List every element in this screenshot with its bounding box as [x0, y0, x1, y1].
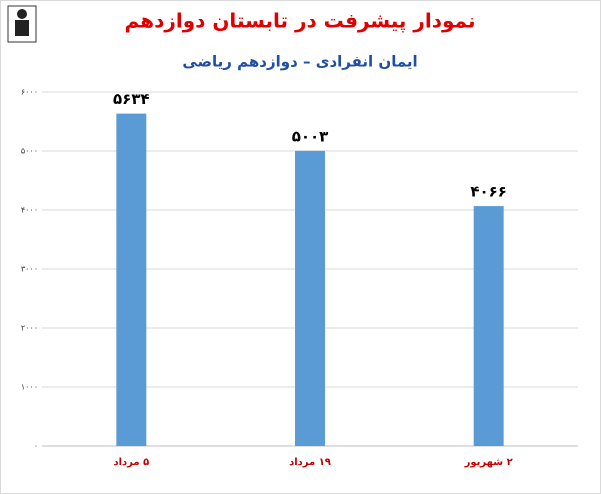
x-tick-label: ۱۹ مرداد	[289, 457, 331, 468]
x-tick-label: ۲ شهریور	[464, 457, 513, 468]
y-tick-label: ۴۰۰۰	[21, 206, 38, 215]
data-label: ۵۶۳۴	[113, 90, 150, 108]
chart-subtitle: ایمان انفرادی – دوازدهم ریاضی	[182, 53, 417, 71]
bar	[116, 113, 147, 447]
logo	[7, 5, 37, 43]
y-tick-label: ۰	[34, 442, 38, 451]
y-tick-label: ۱۰۰۰	[21, 383, 38, 392]
bar	[473, 206, 504, 446]
y-tick-label: ۲۰۰۰	[21, 324, 38, 333]
chart-title: نمودار پیشرفت در تابستان دوازدهم	[125, 9, 476, 34]
bar	[295, 150, 325, 446]
y-tick-label: ۳۰۰۰	[21, 265, 38, 274]
data-label: ۵۰۰۳	[292, 127, 329, 145]
x-tick-label: ۵ مرداد	[113, 457, 149, 468]
y-tick-label: ۶۰۰۰	[21, 88, 38, 97]
data-label: ۴۰۶۶	[470, 183, 507, 201]
y-tick-label: ۵۰۰۰	[21, 147, 38, 156]
